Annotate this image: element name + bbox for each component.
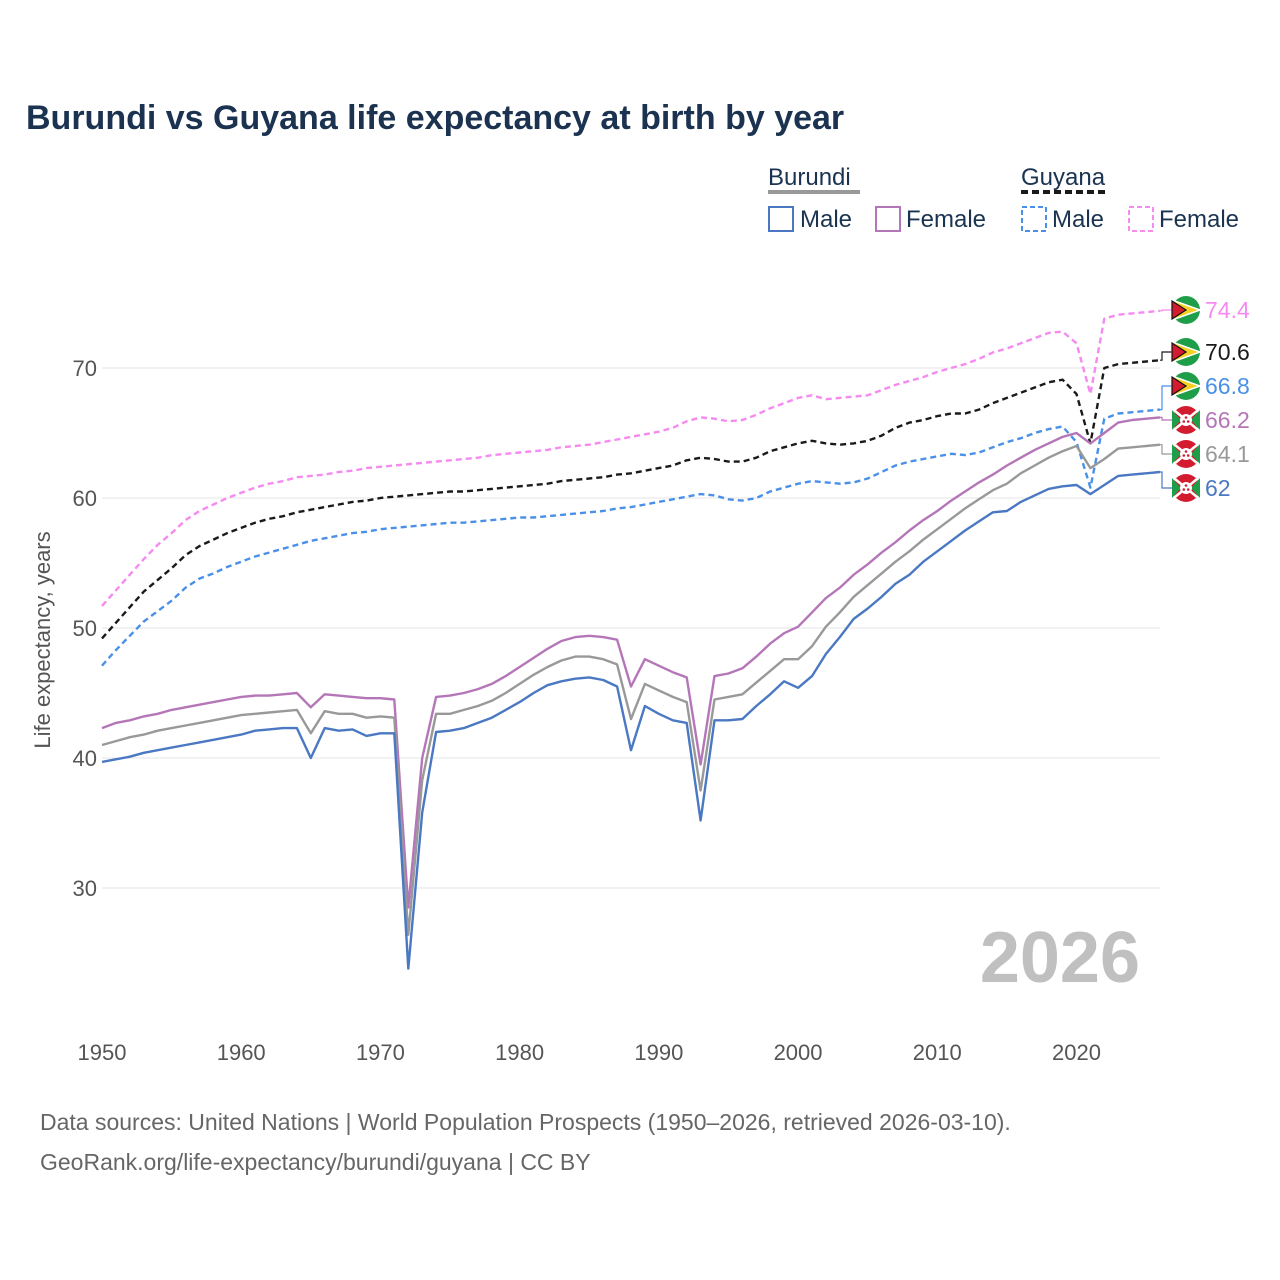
end-connector: [1160, 309, 1172, 312]
legend-guyana-male-swatch: [1021, 206, 1047, 232]
end-value-label: 64.1: [1205, 441, 1250, 467]
x-tick-label: 2020: [1052, 1040, 1101, 1065]
burundi-flag-icon: [1172, 406, 1200, 434]
current-year-label: 2026: [980, 918, 1140, 998]
end-value-label: 66.8: [1205, 373, 1250, 399]
legend-burundi-label: Burundi: [768, 164, 851, 191]
x-tick-label: 1990: [634, 1040, 683, 1065]
legend-guyana-male-label: Male: [1052, 206, 1104, 233]
legend-guyana-female-label: Female: [1159, 206, 1239, 233]
end-value-label: 70.6: [1205, 339, 1250, 365]
legend: Burundi Guyana Male Female Male Female: [768, 164, 1239, 233]
guyana-flag-icon: [1171, 372, 1203, 400]
legend-guyana-female-swatch: [1128, 206, 1154, 232]
series-line-burundi-total: [101, 443, 1161, 936]
y-tick-label: 40: [73, 746, 97, 771]
end-labels: 74.4 70.6 66.8 66.2 64.1 62: [1160, 296, 1250, 502]
legend-burundi-male-label: Male: [800, 206, 852, 233]
legend-burundi-female-label: Female: [906, 206, 986, 233]
chart-title: Burundi vs Guyana life expectancy at bir…: [26, 99, 844, 137]
guyana-flag-icon: [1171, 338, 1203, 366]
y-tick-label: 50: [73, 616, 97, 641]
legend-burundi-male-swatch: [768, 206, 794, 232]
guyana-flag-icon: [1171, 296, 1203, 324]
series-layer: [101, 309, 1161, 970]
end-connector: [1160, 471, 1172, 489]
source-line-2: GeoRank.org/life-expectancy/burundi/guya…: [40, 1149, 591, 1175]
end-connector: [1160, 385, 1172, 411]
end-value-label: 66.2: [1205, 407, 1250, 433]
x-tick-label: 2000: [774, 1040, 823, 1065]
burundi-flag-icon: [1172, 474, 1200, 502]
end-connector: [1160, 416, 1172, 421]
legend-guyana-label: Guyana: [1021, 164, 1106, 191]
x-tick-label: 1980: [495, 1040, 544, 1065]
series-line-burundi-female: [101, 416, 1161, 909]
legend-burundi-female-swatch: [875, 206, 901, 232]
x-tick-label: 1970: [356, 1040, 405, 1065]
burundi-flag-icon: [1172, 440, 1200, 468]
y-axis-label: Life expectancy, years: [30, 531, 55, 748]
grid: [102, 367, 1160, 889]
end-value-label: 62: [1205, 475, 1231, 501]
y-axis: 30 40 50 60 70: [73, 356, 97, 901]
series-line-guyana-female: [101, 309, 1161, 607]
x-tick-label: 1950: [78, 1040, 127, 1065]
series-line-burundi-male: [101, 470, 1161, 970]
source-line-1: Data sources: United Nations | World Pop…: [40, 1109, 1011, 1135]
series-line-guyana-male: [101, 408, 1161, 667]
y-tick-label: 70: [73, 356, 97, 381]
end-connector: [1160, 444, 1172, 455]
y-tick-label: 60: [73, 486, 97, 511]
x-axis: 1950 1960 1970 1980 1990 2000 2010 2020: [78, 1040, 1101, 1065]
end-value-label: 74.4: [1205, 297, 1250, 323]
series-line-guyana-total: [101, 359, 1161, 640]
x-tick-label: 2010: [913, 1040, 962, 1065]
y-tick-label: 30: [73, 876, 97, 901]
x-tick-label: 1960: [217, 1040, 266, 1065]
end-connector: [1160, 351, 1172, 361]
